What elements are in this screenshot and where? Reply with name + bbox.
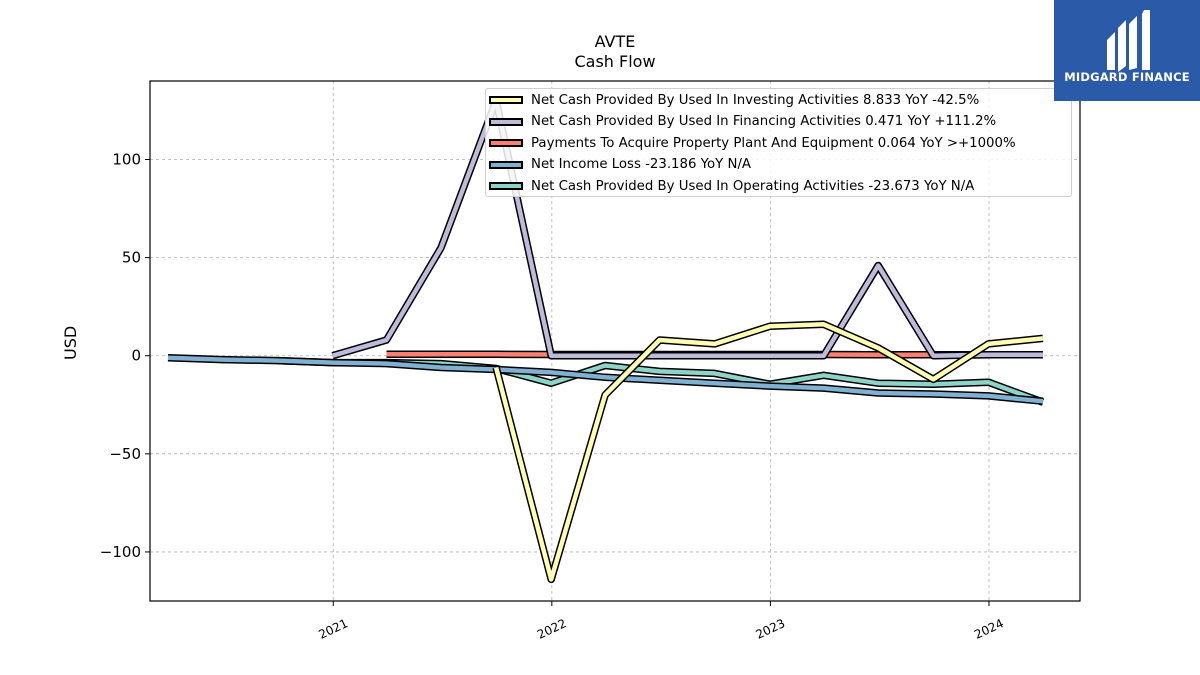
- chart-subtitle: Cash Flow: [574, 52, 656, 71]
- series-line: [331, 98, 1043, 358]
- legend-label-operating: Net Cash Provided By Used In Operating A…: [531, 178, 975, 194]
- x-tick-label: 2022: [535, 616, 569, 642]
- plot-area-frame: [149, 80, 1081, 602]
- series-4: [492, 320, 1044, 584]
- legend-swatch-net-income: [489, 160, 523, 169]
- legend-item-financing: Net Cash Provided By Used In Financing A…: [489, 113, 996, 131]
- series-1: [167, 353, 1044, 405]
- legend-label-financing: Net Cash Provided By Used In Financing A…: [531, 114, 997, 129]
- x-tick-label: 2023: [754, 616, 788, 642]
- legend-swatch-financing: [489, 117, 523, 126]
- legend-item-operating: Net Cash Provided By Used In Operating A…: [489, 177, 974, 195]
- series-line: [167, 355, 1044, 404]
- legend-label-net-income: Net Income Loss -23.186 YoY N/A: [531, 157, 752, 172]
- x-tick-label: 2024: [972, 616, 1006, 642]
- legend-swatch-operating: [489, 182, 523, 190]
- legend-label-capex: Payments To Acquire Property Plant And E…: [531, 135, 1016, 151]
- legend-item-net-income: Net Income Loss -23.186 YoY N/A: [489, 156, 751, 174]
- legend-item-investing: Net Cash Provided By Used In Investing A…: [489, 91, 979, 109]
- y-tick-label: 100: [112, 150, 141, 168]
- series-lines: [167, 96, 1045, 584]
- legend-swatch-investing: [489, 96, 523, 104]
- legend-swatch-capex: [489, 139, 523, 147]
- legend: Net Cash Provided By Used In Investing A…: [485, 88, 1072, 197]
- chart-title: AVTE: [594, 32, 636, 51]
- y-tick-label: 50: [122, 249, 141, 267]
- y-tick-label: −100: [100, 543, 141, 561]
- y-axis-label: USD: [61, 325, 80, 360]
- series-3: [331, 96, 1043, 360]
- logo-text: MIDGARD FINANCE: [1064, 70, 1190, 84]
- y-tick-label: 0: [131, 347, 141, 365]
- midgard-finance-logo: MIDGARD FINANCE: [1054, 0, 1200, 101]
- logo-mark-icon: [1107, 10, 1150, 72]
- y-tick-label: −50: [109, 445, 141, 463]
- legend-label-investing: Net Cash Provided By Used In Investing A…: [531, 92, 980, 108]
- legend-item-capex: Payments To Acquire Property Plant And E…: [489, 134, 1016, 152]
- series-line: [493, 322, 1044, 582]
- x-tick-label: 2021: [316, 616, 350, 642]
